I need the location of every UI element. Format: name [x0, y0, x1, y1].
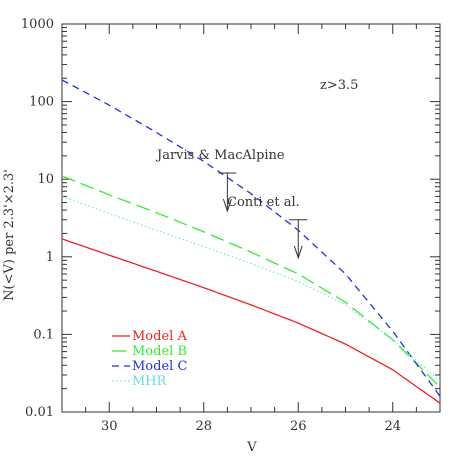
- upper-limit-marker: [289, 219, 308, 260]
- legend-label: Model A: [132, 329, 187, 344]
- y-tick-label: 1000: [21, 17, 54, 32]
- y-tick-label: 0.1: [33, 327, 54, 342]
- legend-label: Model C: [132, 359, 187, 374]
- x-tick-label: 30: [101, 419, 118, 434]
- series-line-model-a: [61, 238, 441, 404]
- x-tick-label: 28: [195, 419, 212, 434]
- upper-limit-markers: [218, 172, 308, 260]
- series-line-model-c: [61, 79, 441, 397]
- plot-border: [61, 23, 441, 413]
- plot-frame: [61, 23, 441, 413]
- redshift-annotation: z>3.5: [320, 78, 358, 93]
- series-lines: [61, 79, 441, 404]
- y-axis-label: N(<V) per 2.3'×2.3': [2, 169, 17, 301]
- y-tick-label: 0.01: [25, 405, 54, 420]
- conti-annotation: Conti et al.: [227, 195, 300, 210]
- x-axis-label: V: [246, 440, 257, 455]
- y-tick-label: 10: [37, 172, 54, 187]
- series-line-model-b: [61, 175, 441, 388]
- series-line-mhr: [61, 195, 441, 382]
- y-tick-label: 1: [46, 250, 54, 265]
- legend-label: MHR: [132, 374, 168, 389]
- x-tick-label: 24: [384, 419, 401, 434]
- axis-ticks: 30 28 26 24 0.01 0.1 1 10 100 1000: [21, 17, 441, 434]
- legend-label: Model B: [132, 344, 187, 359]
- upper-limit-marker: [218, 172, 237, 213]
- x-tick-label: 26: [290, 419, 307, 434]
- y-tick-label: 100: [29, 95, 54, 110]
- jarvis-annotation: Jarvis & MacAlpine: [155, 148, 285, 163]
